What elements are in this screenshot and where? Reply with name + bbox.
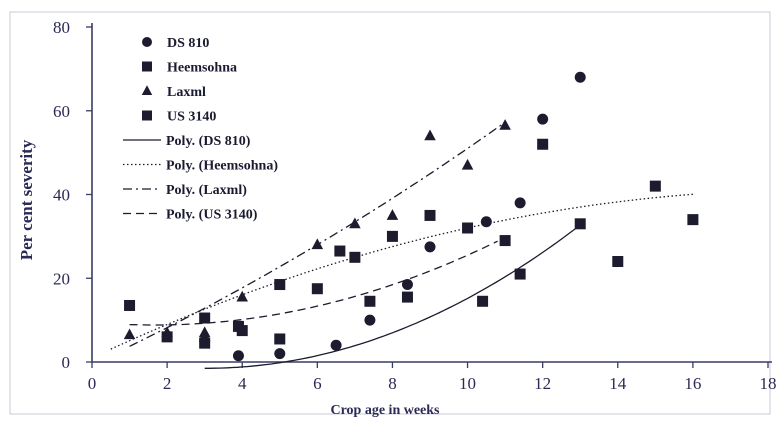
data-point bbox=[461, 158, 474, 170]
data-point bbox=[334, 245, 346, 257]
data-point bbox=[401, 279, 413, 291]
data-point bbox=[499, 235, 511, 247]
y-tick-label: 40 bbox=[53, 186, 70, 205]
data-point bbox=[537, 138, 549, 150]
trendline bbox=[129, 240, 498, 326]
legend: DS 810 Heemsohna Laxml US 3140 Poly. (DS 810… bbox=[123, 36, 278, 223]
data-point bbox=[386, 209, 399, 220]
x-tick-label: 2 bbox=[163, 374, 172, 393]
trendline bbox=[110, 193, 693, 350]
data-point bbox=[574, 71, 586, 83]
legend-label: Laxml bbox=[167, 85, 206, 100]
data-point bbox=[514, 197, 526, 209]
data-point bbox=[199, 312, 211, 324]
legend-label: Poly. (US 3140) bbox=[166, 208, 258, 223]
y-tick-label: 60 bbox=[53, 102, 70, 121]
x-tick-label: 10 bbox=[459, 374, 476, 393]
legend-label: Heemsohna bbox=[167, 61, 237, 76]
data-point bbox=[364, 295, 376, 307]
x-axis-title: Crop age in weeks bbox=[330, 403, 440, 418]
data-point bbox=[330, 339, 342, 351]
data-point bbox=[401, 291, 413, 303]
data-point bbox=[198, 326, 211, 338]
y-tick-label: 20 bbox=[53, 269, 70, 288]
legend-label: US 3140 bbox=[167, 110, 216, 125]
data-point bbox=[124, 299, 136, 311]
data-point bbox=[364, 314, 376, 326]
data-point bbox=[274, 333, 286, 345]
data-point bbox=[537, 113, 549, 125]
legend-label: Poly. (Heemsohna) bbox=[166, 159, 278, 174]
data-point bbox=[236, 290, 248, 302]
data-point bbox=[574, 218, 586, 230]
data-point bbox=[161, 326, 173, 338]
legend-label: Poly. (DS 810) bbox=[166, 134, 251, 149]
x-tick-label: 16 bbox=[684, 374, 701, 393]
data-point bbox=[349, 251, 361, 263]
data-point bbox=[142, 37, 152, 47]
y-tick-label: 0 bbox=[62, 353, 71, 372]
data-point bbox=[236, 325, 248, 337]
data-point bbox=[649, 180, 661, 192]
data-point bbox=[142, 110, 152, 121]
data-point bbox=[612, 256, 624, 267]
data-point bbox=[123, 328, 136, 340]
legend-label: DS 810 bbox=[167, 36, 209, 51]
x-tick-label: 6 bbox=[313, 374, 322, 393]
chart-frame bbox=[9, 11, 771, 415]
data-point bbox=[514, 268, 526, 280]
data-point bbox=[480, 216, 492, 228]
data-point bbox=[424, 209, 436, 221]
axes: 0 2 4 6 8 10 12 14 16 18 0 20 40 60 80 bbox=[53, 18, 777, 393]
data-point bbox=[477, 295, 489, 307]
data-point bbox=[142, 61, 152, 72]
data-point bbox=[424, 241, 436, 253]
data-point bbox=[462, 222, 474, 234]
data-point bbox=[232, 350, 244, 362]
data-point bbox=[199, 337, 211, 349]
x-tick-label: 12 bbox=[534, 374, 551, 393]
data-point bbox=[311, 283, 323, 295]
y-tick-label: 80 bbox=[53, 18, 70, 37]
legend-label: Poly. (Laxml) bbox=[166, 183, 247, 198]
x-tick-label: 4 bbox=[238, 374, 247, 393]
data-point bbox=[141, 85, 153, 95]
data-point bbox=[311, 238, 324, 250]
x-tick-label: 18 bbox=[760, 374, 777, 393]
data-point bbox=[274, 348, 286, 360]
x-tick-label: 14 bbox=[609, 374, 627, 393]
data-point bbox=[424, 129, 436, 141]
data-point bbox=[687, 214, 699, 226]
y-axis-title: Per cent severity bbox=[17, 139, 36, 260]
marker-layer bbox=[123, 71, 699, 362]
data-point bbox=[386, 230, 398, 242]
x-tick-label: 8 bbox=[388, 374, 397, 393]
data-point bbox=[274, 279, 286, 291]
trendline bbox=[129, 121, 506, 347]
data-point bbox=[499, 119, 511, 130]
plot-area bbox=[9, 11, 771, 415]
x-tick-label: 0 bbox=[88, 374, 97, 393]
data-point bbox=[349, 217, 361, 229]
